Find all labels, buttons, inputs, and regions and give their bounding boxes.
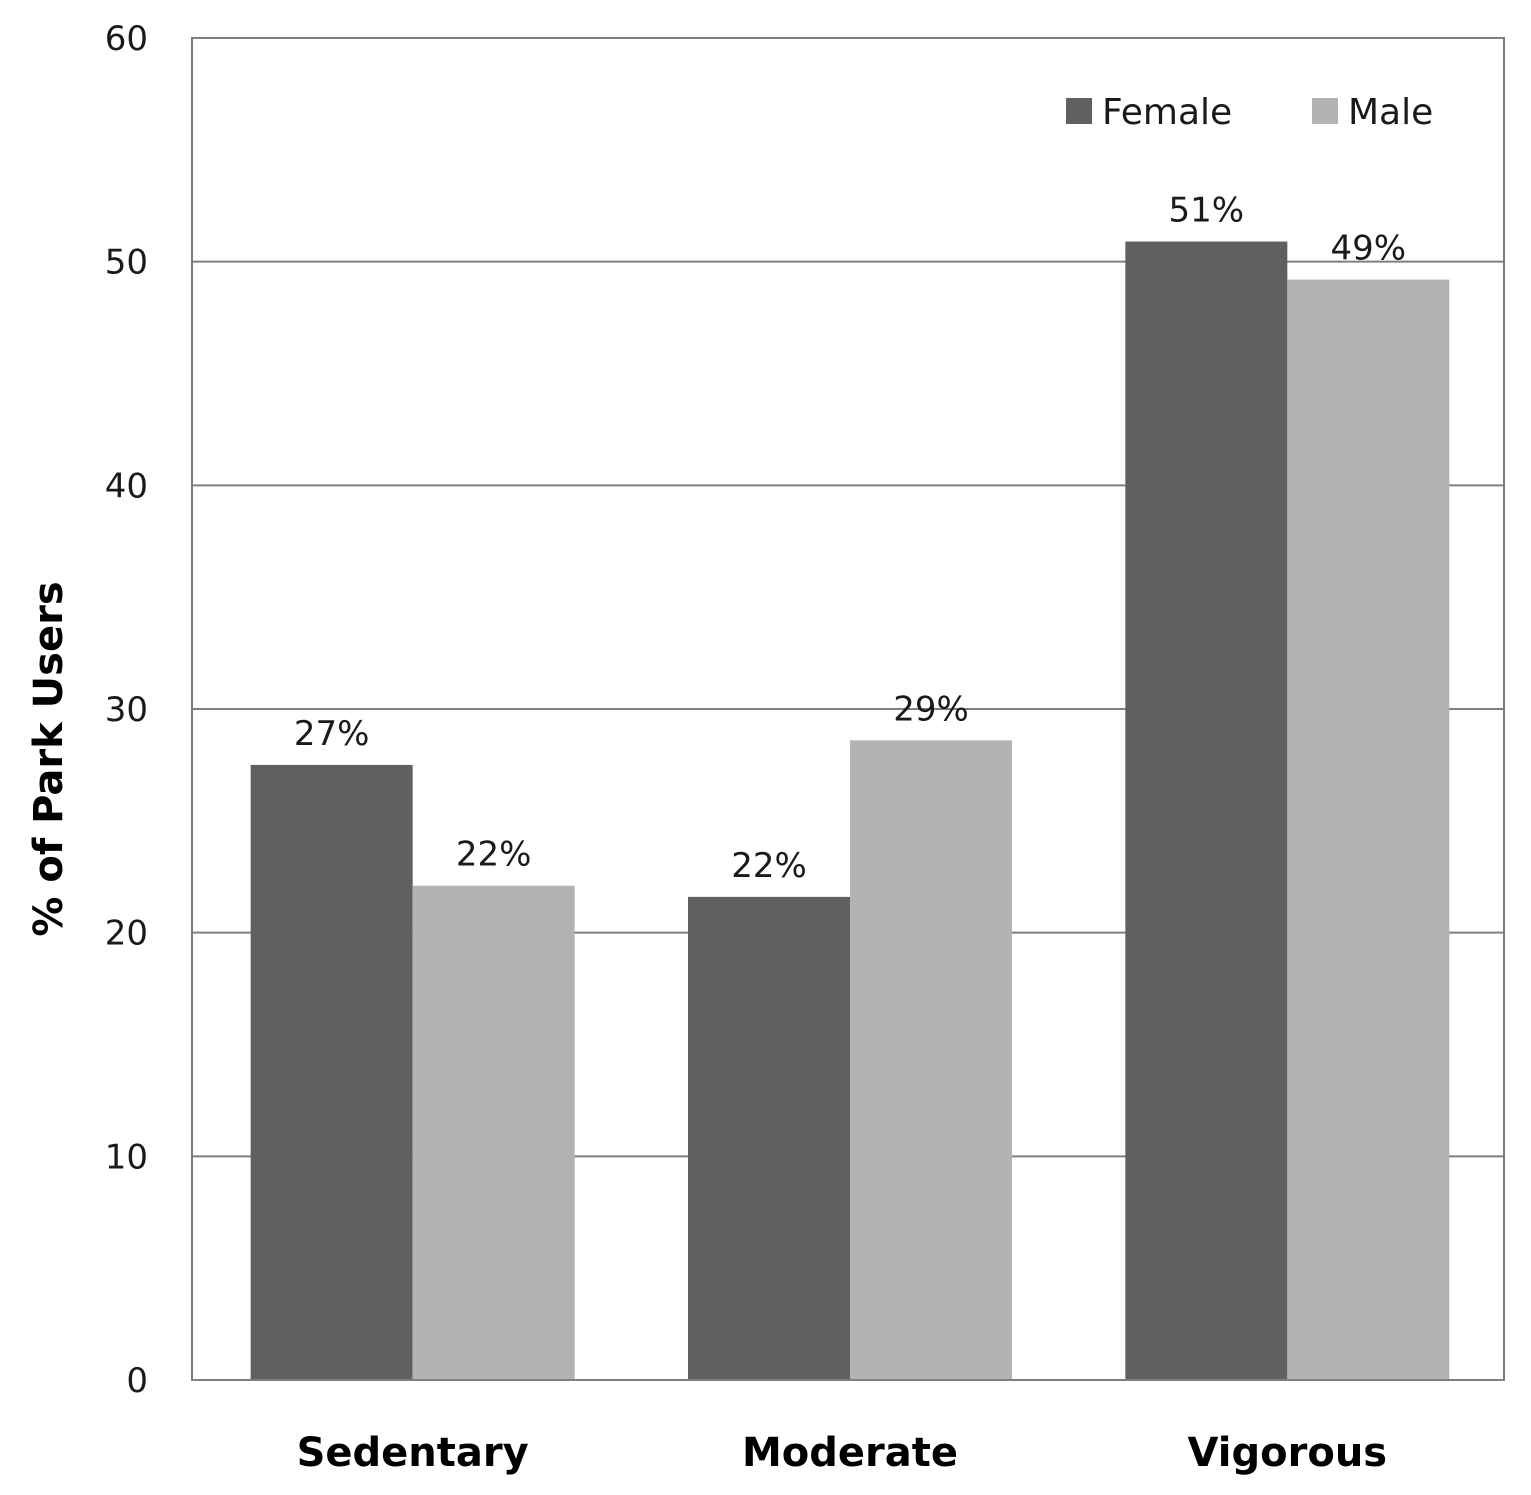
bar-male-moderate: [850, 740, 1012, 1380]
legend-label-male: Male: [1348, 92, 1433, 133]
data-label-female-vigorous: 51%: [1169, 191, 1245, 231]
data-label-male-sedentary: 22%: [456, 835, 532, 875]
legend-label-female: Female: [1102, 92, 1232, 133]
data-label-male-moderate: 29%: [893, 689, 969, 729]
y-tick-label-20: 20: [105, 914, 148, 954]
legend-swatch-female: [1066, 98, 1092, 124]
x-axis-categories: Sedentary Moderate Vigorous: [297, 1430, 1388, 1476]
bar-male-sedentary: [412, 885, 575, 1380]
y-tick-label-40: 40: [105, 466, 148, 506]
y-tick-label-30: 30: [105, 690, 148, 730]
bar-female-vigorous: [1125, 241, 1288, 1381]
data-labels: 27% 22% 22% 29% 51% 49%: [294, 191, 1406, 886]
x-category-label-vigorous: Vigorous: [1188, 1430, 1388, 1476]
bar-male-vigorous: [1287, 279, 1450, 1380]
y-tick-label-50: 50: [105, 243, 148, 283]
y-tick-label-10: 10: [105, 1137, 148, 1177]
bar-female-sedentary: [250, 764, 413, 1380]
bar-female-moderate: [688, 896, 850, 1380]
x-category-label-moderate: Moderate: [742, 1430, 958, 1476]
data-label-female-sedentary: 27%: [294, 714, 370, 754]
data-label-female-moderate: 22%: [731, 846, 807, 886]
legend-swatch-male: [1312, 98, 1338, 124]
y-axis-title: % of Park Users: [26, 581, 72, 936]
bars: [250, 241, 1450, 1381]
legend: Female Male: [1066, 92, 1433, 133]
x-category-label-sedentary: Sedentary: [297, 1430, 529, 1476]
plot-area-frame: [191, 37, 1505, 1381]
y-axis-ticks: 0 10 20 30 40 50 60: [105, 19, 148, 1401]
y-tick-label-60: 60: [105, 19, 148, 59]
data-label-male-vigorous: 49%: [1331, 229, 1407, 269]
y-tick-label-0: 0: [126, 1361, 148, 1401]
